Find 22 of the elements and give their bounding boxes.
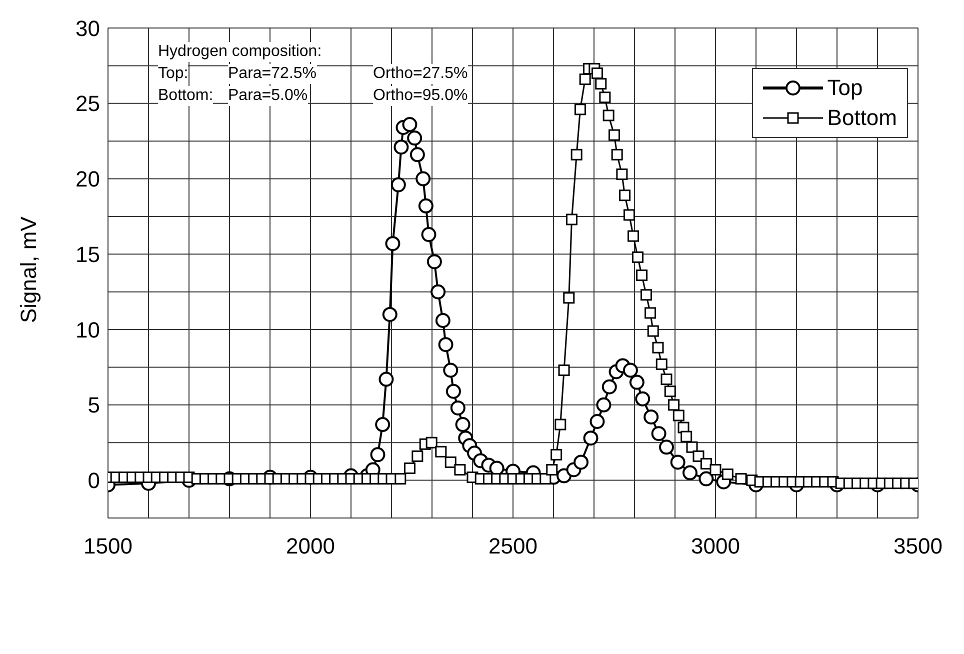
x-tick-label: 2000	[286, 534, 335, 559]
annotation: Hydrogen composition:	[158, 42, 322, 62]
y-tick-label: 30	[76, 16, 100, 41]
annotation: Ortho=95.0%	[373, 86, 468, 106]
y-tick-label: 5	[88, 392, 100, 418]
x-tick-label: 1500	[84, 534, 132, 559]
y-tick-label: 20	[76, 166, 100, 192]
annotation: Para=72.5%	[228, 64, 317, 84]
y-tick-label: 15	[76, 242, 100, 267]
x-tick-label: 3000	[691, 534, 740, 559]
x-tick-label: 2500	[488, 534, 538, 559]
annotation: Bottom:	[158, 86, 214, 106]
legend-label: Bottom	[827, 104, 897, 132]
y-axis-title: Signal, mV	[16, 216, 41, 323]
x-tick-label: 3500	[894, 534, 942, 559]
annotation: Para=5.0%	[228, 86, 308, 106]
annotation: Top:	[158, 64, 188, 84]
y-tick-label: 25	[76, 91, 100, 116]
y-tick-label: 10	[76, 317, 100, 342]
legend-label: Top	[827, 74, 863, 102]
y-tick-label: 0	[88, 468, 100, 494]
annotation: Ortho=27.5%	[373, 64, 468, 84]
